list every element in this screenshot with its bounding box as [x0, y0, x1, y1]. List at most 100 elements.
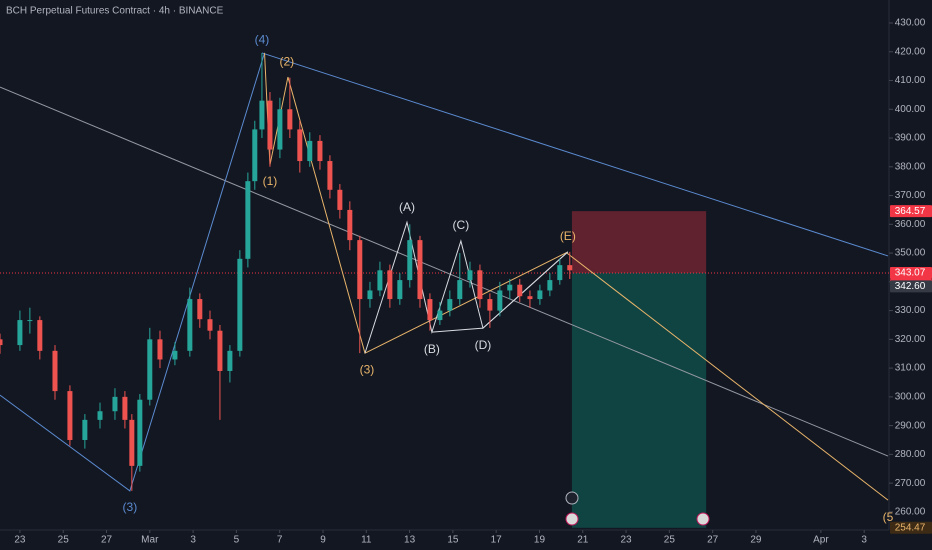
wave-label: (3): [123, 500, 138, 514]
candle-body: [567, 265, 573, 271]
trend-line: [0, 52, 266, 492]
candle-body: [447, 299, 453, 311]
y-tick-label: 400.00: [895, 104, 926, 115]
y-tick-label: 390.00: [895, 133, 926, 144]
candle-body: [227, 350, 233, 371]
wave-label: (C): [453, 218, 470, 232]
candle-body: [172, 350, 178, 360]
x-tick-label: 27: [707, 535, 719, 546]
candle-body: [547, 280, 553, 291]
y-tick-label: 280.00: [895, 449, 926, 460]
candle-body: [427, 299, 433, 321]
x-tick-label: 19: [534, 535, 546, 546]
candle-body: [197, 299, 203, 320]
candle-body: [517, 284, 523, 297]
candle-body: [277, 109, 283, 150]
x-tick-label: Apr: [813, 535, 829, 546]
candle-body: [327, 161, 333, 190]
candle-body: [407, 240, 413, 281]
event-icon[interactable]: [565, 512, 579, 526]
candle-body: [467, 270, 473, 281]
candle-body: [122, 396, 128, 420]
x-tick-label: 7: [277, 535, 283, 546]
y-tick-label: 310.00: [895, 363, 926, 374]
y-tick-label: 350.00: [895, 248, 926, 259]
candle-body: [357, 240, 363, 300]
candle-body: [527, 296, 533, 300]
x-tick-label: 23: [620, 535, 632, 546]
candle-body: [367, 290, 373, 300]
y-tick-label: 430.00: [895, 18, 926, 29]
candle-body: [0, 339, 3, 346]
candle-body: [37, 320, 43, 351]
candle-body: [417, 240, 423, 300]
candle-body: [437, 310, 443, 321]
x-tick-label: 9: [320, 535, 326, 546]
candle-body: [217, 330, 223, 371]
candle-body: [252, 129, 258, 182]
y-tick-label: 360.00: [895, 219, 926, 230]
candle-body: [207, 319, 213, 331]
candle-body: [157, 339, 163, 360]
x-tick-label: 25: [664, 535, 676, 546]
x-tick-label: 17: [491, 535, 503, 546]
candle-body: [245, 181, 251, 259]
trend-line: [431, 251, 569, 333]
y-tick-label: 320.00: [895, 334, 926, 345]
candle-body: [297, 129, 303, 162]
candle-body: [347, 209, 353, 241]
candle-body: [27, 320, 33, 322]
wave-label: (4): [255, 32, 270, 46]
wave-label: (B): [424, 342, 440, 356]
candle-body: [317, 140, 323, 162]
marked-price-label-bg: [890, 280, 932, 293]
x-tick-label: 21: [577, 535, 589, 546]
wave-label: (A): [399, 200, 415, 214]
wave-label: (1): [263, 174, 278, 188]
candle-body: [337, 189, 343, 210]
wave-label: (5: [883, 510, 894, 524]
candle-body: [67, 391, 73, 440]
candle-body: [237, 258, 243, 351]
y-tick-label: 300.00: [895, 391, 926, 402]
stop-price-label-bg: [890, 205, 932, 218]
candle-body: [147, 339, 153, 400]
chart-title: BCH Perpetual Futures Contract · 4h · BI…: [6, 6, 224, 17]
candle-body: [97, 411, 103, 420]
candle-body: [267, 100, 273, 150]
wave-label: (2): [279, 54, 294, 68]
event-icon[interactable]: [565, 491, 579, 505]
target-zone: [571, 272, 707, 528]
x-tick-label: 11: [361, 535, 372, 546]
candle-body: [497, 290, 503, 311]
y-tick-label: 290.00: [895, 420, 926, 431]
y-tick-label: 370.00: [895, 190, 926, 201]
candle-body: [397, 280, 403, 300]
y-tick-label: 330.00: [895, 305, 926, 316]
y-tick-label: 410.00: [895, 75, 926, 86]
candle-body: [129, 419, 135, 466]
x-tick-label: 3: [190, 535, 196, 546]
x-tick-label: 13: [404, 535, 416, 546]
candle-body: [307, 140, 313, 162]
target-price-label-bg: [890, 521, 932, 534]
candle-body: [259, 100, 265, 130]
candle-body: [187, 299, 193, 351]
candle-body: [137, 399, 143, 466]
wave-label: (3): [360, 362, 375, 376]
y-tick-label: 420.00: [895, 46, 926, 57]
candle-body: [507, 284, 513, 291]
wave-label: (D): [475, 338, 492, 352]
candle-body: [17, 320, 23, 346]
x-tick-label: 3: [861, 535, 867, 546]
candle-body: [457, 280, 463, 300]
x-tick-label: 5: [234, 535, 240, 546]
y-tick-label: 260.00: [895, 507, 926, 518]
event-icon[interactable]: [696, 512, 710, 526]
x-tick-label: 23: [14, 535, 26, 546]
last-price-label: 343.07: [895, 268, 926, 279]
candle-body: [82, 419, 88, 440]
x-tick-label: 29: [750, 535, 762, 546]
